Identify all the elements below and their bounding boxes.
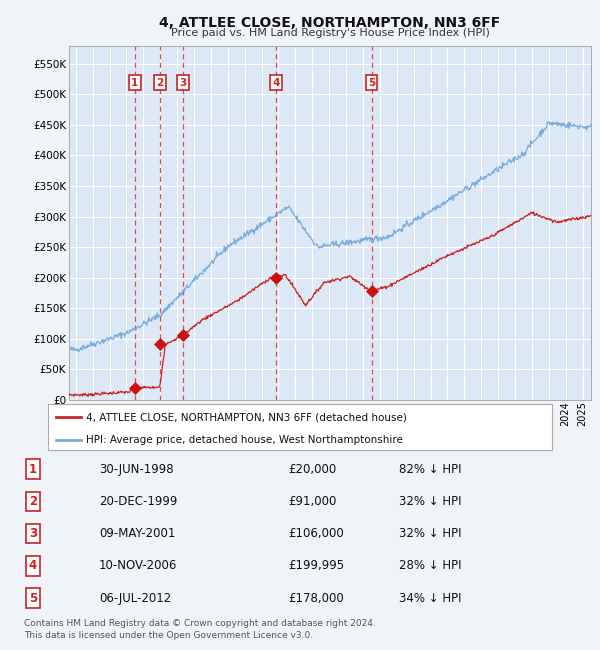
Text: 82% ↓ HPI: 82% ↓ HPI	[399, 463, 461, 476]
Text: 10-NOV-2006: 10-NOV-2006	[99, 560, 178, 573]
Text: 3: 3	[179, 78, 187, 88]
Text: £106,000: £106,000	[288, 527, 344, 540]
Text: 4, ATTLEE CLOSE, NORTHAMPTON, NN3 6FF (detached house): 4, ATTLEE CLOSE, NORTHAMPTON, NN3 6FF (d…	[86, 412, 407, 422]
Text: £199,995: £199,995	[288, 560, 344, 573]
Text: £91,000: £91,000	[288, 495, 337, 508]
Text: 5: 5	[29, 592, 37, 604]
Text: 32% ↓ HPI: 32% ↓ HPI	[399, 495, 461, 508]
Text: 1: 1	[29, 463, 37, 476]
Text: 4, ATTLEE CLOSE, NORTHAMPTON, NN3 6FF: 4, ATTLEE CLOSE, NORTHAMPTON, NN3 6FF	[160, 16, 500, 31]
Text: 5: 5	[368, 78, 375, 88]
Text: This data is licensed under the Open Government Licence v3.0.: This data is licensed under the Open Gov…	[24, 630, 313, 640]
Text: 28% ↓ HPI: 28% ↓ HPI	[399, 560, 461, 573]
Text: Price paid vs. HM Land Registry's House Price Index (HPI): Price paid vs. HM Land Registry's House …	[170, 28, 490, 38]
Text: 3: 3	[29, 527, 37, 540]
Text: 30-JUN-1998: 30-JUN-1998	[99, 463, 173, 476]
Text: 2: 2	[156, 78, 163, 88]
Text: 34% ↓ HPI: 34% ↓ HPI	[399, 592, 461, 604]
Text: 4: 4	[272, 78, 280, 88]
Text: 2: 2	[29, 495, 37, 508]
Text: 06-JUL-2012: 06-JUL-2012	[99, 592, 171, 604]
Text: 32% ↓ HPI: 32% ↓ HPI	[399, 527, 461, 540]
Text: 4: 4	[29, 560, 37, 573]
Text: £20,000: £20,000	[288, 463, 336, 476]
Text: £178,000: £178,000	[288, 592, 344, 604]
Text: 09-MAY-2001: 09-MAY-2001	[99, 527, 175, 540]
Text: 1: 1	[131, 78, 139, 88]
Text: HPI: Average price, detached house, West Northamptonshire: HPI: Average price, detached house, West…	[86, 435, 403, 445]
Text: Contains HM Land Registry data © Crown copyright and database right 2024.: Contains HM Land Registry data © Crown c…	[24, 619, 376, 628]
Text: 20-DEC-1999: 20-DEC-1999	[99, 495, 178, 508]
